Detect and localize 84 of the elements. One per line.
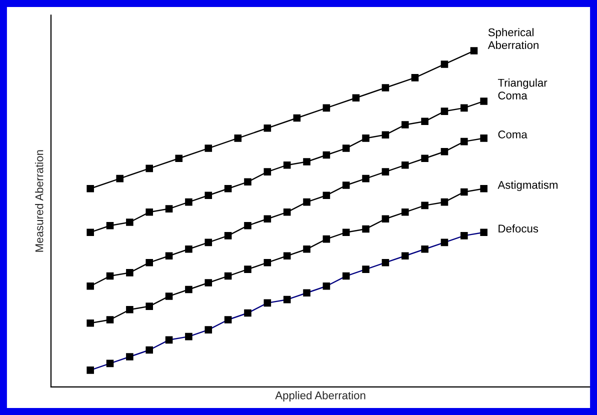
point — [401, 208, 409, 216]
series-label: Triangular Coma — [498, 78, 548, 100]
point — [175, 154, 183, 162]
point — [362, 225, 370, 233]
point — [234, 134, 242, 142]
point — [165, 205, 173, 212]
y-axis-title: Measured Aberration — [35, 150, 44, 252]
point — [204, 279, 212, 286]
series-label: Defocus — [498, 224, 538, 233]
point — [303, 246, 310, 253]
point — [362, 174, 370, 182]
point — [283, 252, 291, 260]
point — [86, 184, 94, 192]
point — [460, 188, 468, 196]
x-axis-title: Applied Aberration — [275, 391, 366, 402]
point — [342, 182, 350, 189]
point — [204, 192, 212, 199]
point — [421, 154, 428, 162]
point — [440, 60, 448, 68]
point — [480, 134, 488, 142]
point — [244, 178, 252, 186]
point — [146, 302, 154, 310]
point — [165, 292, 173, 300]
point — [86, 228, 94, 236]
point — [440, 108, 448, 115]
point — [401, 121, 409, 128]
point — [185, 246, 192, 253]
point — [382, 168, 390, 176]
point — [224, 272, 232, 280]
point — [362, 134, 370, 142]
point — [106, 222, 114, 230]
point — [421, 202, 428, 210]
point — [283, 208, 291, 216]
point — [322, 192, 330, 199]
point — [440, 148, 448, 156]
point — [244, 266, 252, 273]
point — [283, 161, 291, 169]
series-label: Astigmatism — [498, 180, 558, 192]
point — [126, 306, 134, 314]
point — [303, 198, 310, 206]
point — [342, 228, 350, 236]
point — [146, 164, 154, 172]
point — [264, 258, 272, 266]
point — [322, 151, 330, 159]
point — [224, 184, 232, 192]
point — [382, 215, 390, 223]
point — [264, 168, 272, 176]
point — [401, 161, 409, 169]
point — [106, 272, 114, 280]
point — [224, 232, 232, 240]
point — [204, 144, 212, 152]
point — [470, 47, 478, 54]
point — [106, 316, 114, 324]
point — [421, 118, 428, 126]
point — [322, 104, 330, 112]
point — [185, 286, 192, 294]
point — [165, 252, 173, 260]
point — [116, 174, 124, 182]
point — [86, 319, 94, 327]
series-label: Spherical Aberration — [488, 28, 538, 50]
point — [322, 235, 330, 243]
point — [460, 138, 468, 146]
point — [460, 104, 468, 112]
point — [185, 198, 192, 206]
point — [480, 184, 488, 192]
point — [126, 269, 134, 276]
point — [146, 258, 154, 266]
point — [382, 131, 390, 138]
point — [480, 98, 488, 105]
point — [264, 124, 272, 132]
series-label: Coma — [498, 130, 528, 138]
point — [382, 84, 390, 92]
point — [352, 94, 360, 102]
point — [411, 74, 419, 82]
point — [342, 144, 350, 152]
point — [440, 198, 448, 206]
point — [303, 158, 310, 166]
point — [204, 238, 212, 246]
point — [264, 215, 272, 223]
point — [146, 208, 154, 216]
point — [126, 218, 134, 226]
point — [244, 222, 252, 230]
point — [86, 282, 94, 290]
point — [293, 114, 301, 122]
